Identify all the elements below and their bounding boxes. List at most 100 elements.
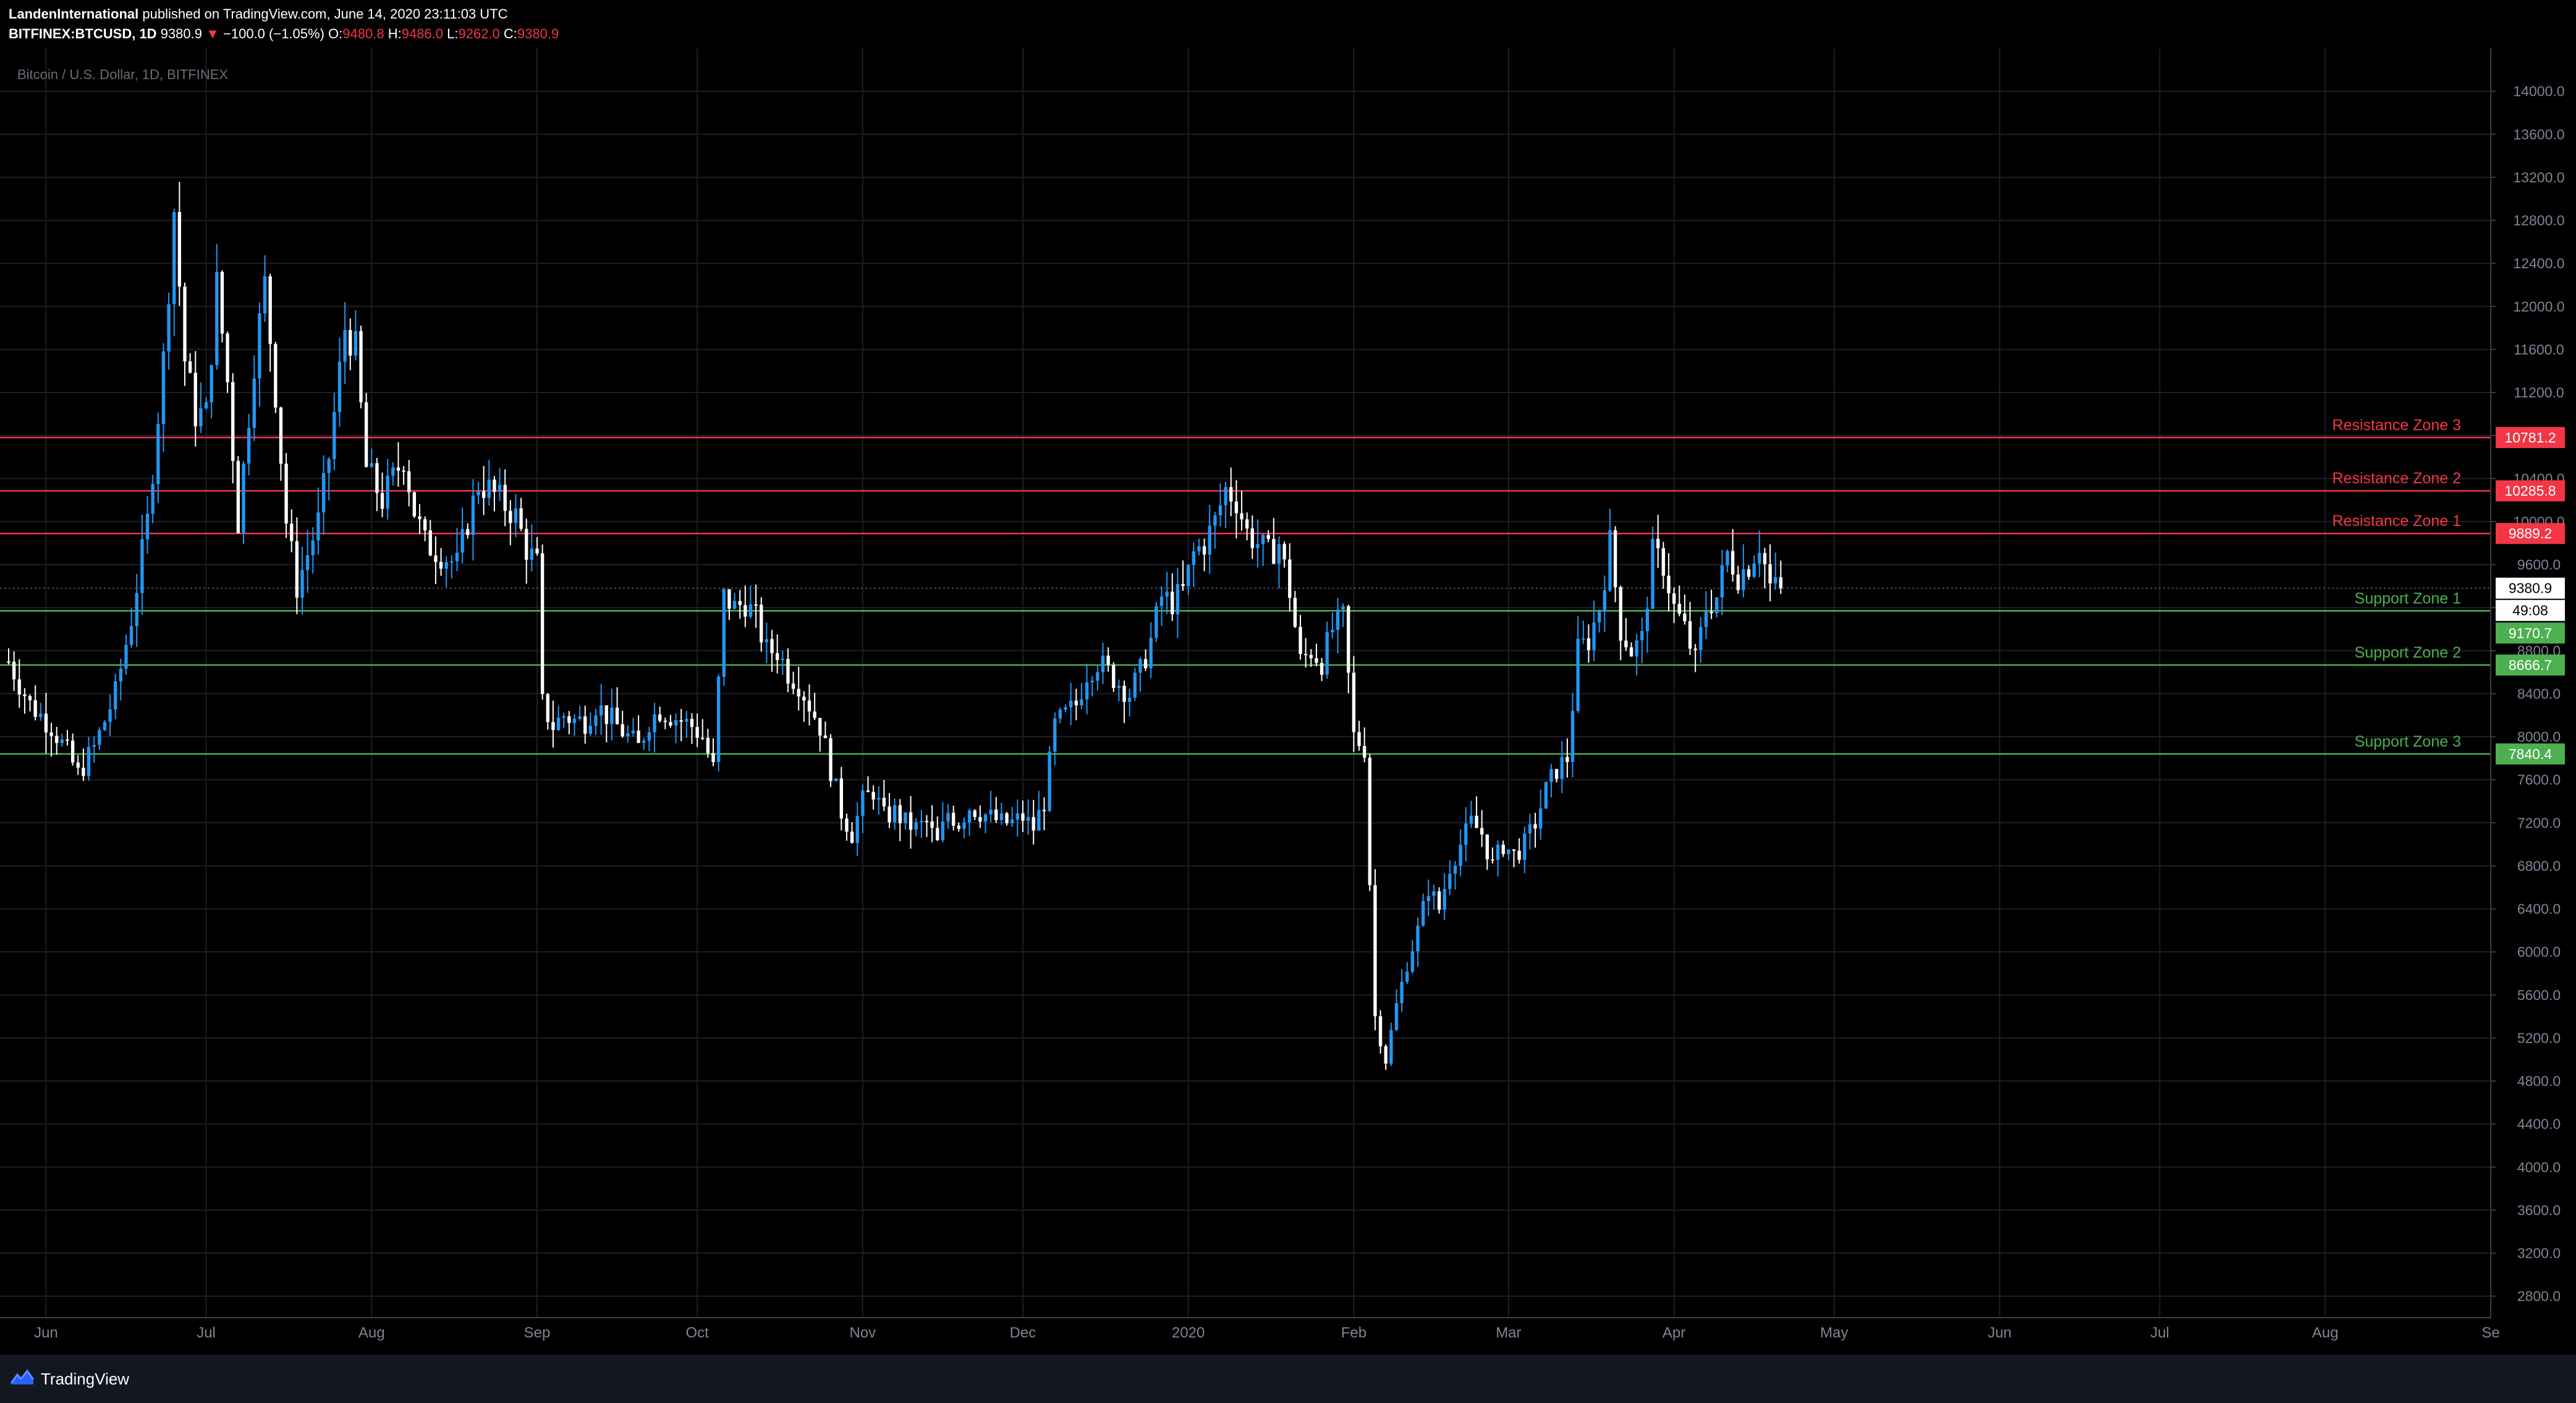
candle-up [1138,659,1142,673]
candle-up [999,813,1004,820]
candle-up [119,668,123,682]
candle-down [418,516,422,520]
grid-lines [0,48,2491,1318]
x-tick-label: Jul [197,1325,216,1341]
candle-down [1234,501,1239,514]
candle-down [973,810,977,817]
zone-price-badge-bg [2496,426,2565,448]
candle-up [855,816,859,843]
candle-up [578,716,582,719]
candle-up [1421,901,1425,926]
zone-label: Support Zone 3 [2355,733,2461,750]
time-axis[interactable]: Jun Jul Aug Sep Oct Nov Dec 2020 Feb Mar Apr May Jun… [34,1325,2500,1341]
tradingview-logo-icon[interactable] [9,1368,36,1387]
candle-up [1410,951,1415,972]
candle-up [1640,630,1644,640]
candle-down [1250,528,1254,548]
zone-price-badge-bg [2496,743,2565,765]
candle-up [386,475,389,509]
candle-up [1416,925,1420,952]
candle-up [983,814,988,822]
candle-up [161,351,166,425]
candle-down [23,694,27,697]
price-chart[interactable]: Bitcoin / U.S. Dollar, 1D, BITFINEX Resi… [0,48,2576,1355]
candle-down [888,806,891,823]
candle-up [962,822,966,829]
candle-down [1566,757,1569,762]
candle-down [754,604,758,606]
candle-up [1464,823,1468,845]
candle-up [215,271,219,365]
zone-price-badge-bg [2496,654,2565,676]
candle-down [1288,559,1292,598]
candle-up [300,570,304,598]
candle-up [781,659,784,661]
candle-down [546,693,549,723]
author-name[interactable]: LandenInternational [9,6,139,22]
footer-bar: TradingView [0,1355,2576,1403]
candle-up [1496,844,1500,860]
candle-up [311,540,315,556]
candle-down [839,778,843,819]
chart-title: Bitcoin / U.S. Dollar, 1D, BITFINEX [17,67,228,82]
candle-up [1576,638,1580,711]
candle-up [1608,530,1612,591]
candle-down [1624,640,1628,648]
candle-down [1491,859,1494,861]
candle-up [1459,844,1462,866]
x-tick-label: Nov [850,1325,876,1341]
candle-up [594,715,598,726]
footer-brand[interactable]: TradingView [41,1370,130,1388]
candle-down [509,511,512,523]
zone-label: Resistance Zone 2 [2332,470,2461,487]
y-tick-label: 3600.0 [2517,1202,2561,1218]
candle-down [1501,844,1505,854]
candle-down [1272,539,1276,564]
candle-down [744,604,747,617]
x-tick-label: Oct [685,1325,709,1341]
y-tick-label: 6800.0 [2517,858,2561,874]
candle-up [653,714,656,732]
candle-down [268,276,272,344]
candle-up [967,810,972,823]
x-tick-label: Jul [2150,1325,2169,1341]
candle-down [1021,813,1025,821]
candle-up [1261,535,1265,545]
y-tick-label: 9600.0 [2517,557,2561,573]
candle-up [1101,655,1105,672]
candle-down [1661,548,1666,576]
candle-down [802,697,806,701]
candle-up [514,508,518,523]
candle-up [1336,609,1340,630]
candle-down [1736,574,1740,590]
candle-down [493,480,496,492]
candle-up [1704,611,1708,627]
candle-down [551,722,555,731]
price-change: −100.0 (−1.05%) [223,26,324,41]
countdown-badge-bg [2496,600,2565,621]
candle-up [135,593,138,627]
candle-up [1165,591,1169,597]
close-value: 9380.9 [517,26,559,41]
candle-down [1309,655,1313,658]
candle-up [156,424,160,484]
candle-up [904,812,907,824]
open-value: 9480.8 [342,26,384,41]
price-axis[interactable]: 2800.0 3200.0 3600.0 4000.0 4400.0 4800.0 5200… [2491,83,2565,1305]
candle-up [354,331,358,356]
candle-down [17,679,21,695]
candle-up [1331,630,1334,632]
chart-background [0,48,2576,1355]
zone-price-badge-bg [2496,622,2565,644]
candle-down [829,738,833,781]
countdown-badge: 49:08 [2512,603,2548,619]
candle-up [1544,782,1548,808]
zone-label: Support Zone 2 [2355,644,2461,661]
candle-up [487,480,491,498]
candle-up [343,330,347,362]
candle-up [1549,769,1553,782]
candle-down [1731,551,1735,575]
candle-up [1720,565,1724,598]
candle-up [834,778,838,781]
candle-down [797,689,800,697]
